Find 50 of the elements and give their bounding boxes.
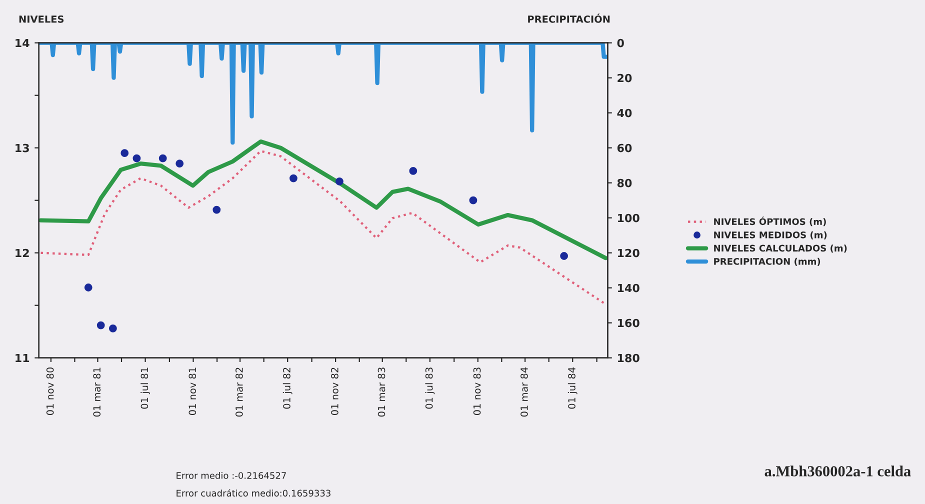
legend-label: NIVELES CALCULADOS (m) (714, 244, 847, 253)
point (158, 154, 167, 162)
point (120, 149, 129, 158)
x-tick-label: 01 mar 81 (93, 368, 101, 417)
legend-label: NIVELES MEDIDOS (m) (714, 231, 827, 240)
y2-axis-title: PRECIPITACIÓN (528, 14, 610, 23)
x-tick-label: 01 jul 83 (425, 368, 435, 409)
x-tick-label: 01 nov 80 (46, 368, 54, 416)
y2-tick-label: 40 (617, 108, 632, 118)
y-axis-title: NIVELES (19, 15, 64, 23)
y2-tick-label: 80 (617, 178, 632, 188)
y2-tick-label: 60 (617, 144, 632, 152)
point (108, 324, 117, 332)
point (96, 321, 105, 330)
x-tick-label: 01 nov 82 (331, 368, 338, 416)
text: Error cuadrático medio:0.1659333 (176, 489, 330, 497)
point (84, 284, 92, 292)
y-tick-label: 11 (16, 354, 30, 362)
line-series (38, 139, 608, 260)
legend-label: PRECIPITACION (mm) (714, 258, 820, 266)
y2-tick-label: 0 (617, 38, 624, 48)
y-tick-label: 13 (16, 144, 29, 152)
text: Error medio :-0.2164527 (176, 472, 286, 479)
y-tick-label: 14 (16, 38, 30, 48)
y2-tick-label: 160 (618, 318, 640, 328)
y2-tick-label: 120 (618, 248, 640, 258)
y2-tick-label: 20 (618, 74, 632, 82)
point (469, 196, 478, 204)
point (212, 206, 221, 214)
legend-label: NIVELES ÓPTIMOS (m) (714, 216, 826, 226)
point (176, 160, 184, 168)
y-tick-label: 12 (16, 248, 29, 258)
point (409, 166, 418, 175)
x-tick-label: 01 jul 82 (282, 368, 292, 409)
point (336, 177, 344, 186)
x-tick-label: 01 mar 83 (378, 368, 386, 417)
x-tick-label: 01 nov 83 (473, 368, 481, 416)
x-tick-label: 01 jul 81 (140, 368, 150, 409)
x-tick-label: 01 mar 82 (236, 368, 243, 417)
y2-tick-label: 180 (618, 354, 640, 362)
y2-tick-label: 140 (618, 284, 640, 292)
y2-tick-label: 100 (618, 214, 640, 222)
point (560, 252, 568, 260)
x-tick-label: 01 nov 81 (188, 368, 196, 416)
text: a.Mbh360002a-1 celda (764, 466, 911, 476)
point (290, 174, 298, 182)
line-series (40, 150, 607, 306)
x-tick-label: 01 mar 84 (520, 367, 528, 417)
x-tick-label: 01 jul 84 (568, 367, 578, 409)
point (132, 154, 141, 162)
